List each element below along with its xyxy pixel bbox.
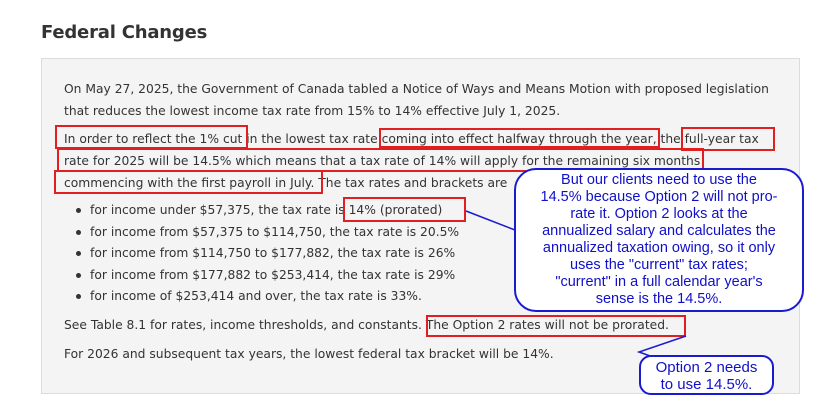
callout-line: 14.5% because Option 2 will not pro- <box>540 189 778 205</box>
highlight-box-full-year-tax <box>681 127 775 151</box>
callout-note-main: But our clients need to use the 14.5% be… <box>514 168 804 312</box>
list-item: for income of $253,414 and over, the tax… <box>74 286 459 308</box>
highlight-box-prorated <box>343 197 466 222</box>
paragraph-4: For 2026 and subsequent tax years, the l… <box>64 347 554 361</box>
callout-line: "current" in a full calendar year's <box>555 274 763 290</box>
callout-line: to use 14.5%. <box>660 376 753 393</box>
callout-line: annualized taxation owing, so it only <box>542 240 776 256</box>
highlight-box-option-2-not-prorated <box>426 315 686 337</box>
paragraph-2-line-3: commencing with the first payroll in Jul… <box>64 176 508 190</box>
list-item: for income from $57,375 to $114,750, the… <box>74 222 459 244</box>
paragraph-2-line-1: In order to reflect the 1% cut in the lo… <box>64 132 759 146</box>
callout-line: sense is the 14.5%. <box>595 291 723 307</box>
callout-line: But our clients need to use the <box>561 172 757 188</box>
paragraph-3: See Table 8.1 for rates, income threshol… <box>64 318 669 332</box>
callout-note-option-2: Option 2 needs to use 14.5%. <box>639 355 774 395</box>
callout-line: Option 2 needs <box>655 359 758 376</box>
section-title: Federal Changes <box>41 22 208 43</box>
paragraph-2-line-2: rate for 2025 will be 14.5% which means … <box>64 154 701 168</box>
callout-line: rate it. Option 2 looks at the <box>570 206 748 222</box>
tax-bracket-list: for income under $57,375, the tax rate i… <box>74 200 459 308</box>
list-item: for income from $114,750 to $177,882, th… <box>74 243 459 265</box>
list-item: for income under $57,375, the tax rate i… <box>74 200 459 222</box>
highlight-box-first-payroll-july <box>54 170 323 194</box>
paragraph-1-line-2: that reduces the lowest income tax rate … <box>64 104 561 118</box>
callout-line: annualized salary and calculates the <box>542 223 776 239</box>
callout-line: uses the "current" tax rates; <box>570 257 748 273</box>
highlight-box-halfway-through-year <box>379 128 660 148</box>
list-item: for income from $177,882 to $253,414, th… <box>74 265 459 287</box>
paragraph-1-line-1: On May 27, 2025, the Government of Canad… <box>64 82 769 96</box>
highlight-box-rate-for-2025 <box>57 148 704 172</box>
